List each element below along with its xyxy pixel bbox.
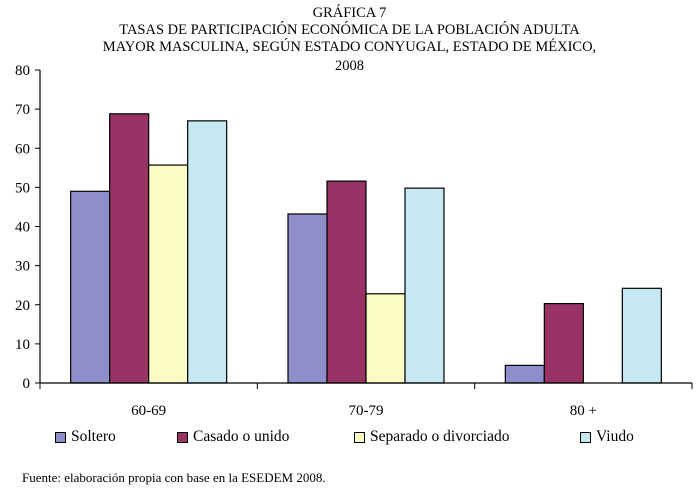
legend-swatch-soltero — [55, 431, 66, 443]
y-tick-label-6: 60 — [15, 141, 30, 157]
chart-legend: Soltero Casado o unido Separado o divorc… — [0, 428, 699, 448]
y-tick-label-4: 40 — [15, 220, 30, 236]
legend-label-separado: Separado o divorciado — [370, 428, 510, 445]
y-tick-label-8: 80 — [15, 63, 30, 79]
bar-2-1 — [543, 302, 584, 384]
chart-title-line-3: MAYOR MASCULINA, SEGÚN ESTADO CONYUGAL, … — [102, 39, 597, 55]
legend-item-viudo: Viudo — [580, 428, 634, 446]
bar-2-3 — [621, 287, 662, 384]
bar-0-3 — [187, 120, 228, 384]
legend-swatch-separado — [354, 431, 365, 443]
y-tick-label-7: 70 — [15, 102, 30, 118]
legend-item-separado: Separado o divorciado — [354, 428, 509, 446]
bar-1-0 — [287, 213, 328, 384]
legend-label-casado: Casado o unido — [193, 428, 290, 445]
chart-title-line-4: 2008 — [335, 58, 364, 74]
y-tick-label-3: 30 — [15, 259, 30, 275]
bar-0-1 — [109, 113, 150, 384]
legend-swatch-viudo — [580, 431, 591, 443]
bar-1-2 — [365, 293, 406, 384]
legend-item-soltero: Soltero — [55, 428, 116, 446]
y-tick-label-1: 10 — [15, 337, 30, 353]
y-tick-label-2: 20 — [15, 298, 30, 314]
bar-0-0 — [70, 190, 111, 384]
chart-title-line-1: GRÁFICA 7 — [312, 5, 387, 21]
y-tick-label-5: 50 — [15, 180, 30, 196]
bar-1-1 — [326, 180, 367, 384]
x-tick-label-0: 60-69 — [131, 403, 166, 419]
legend-label-viudo: Viudo — [596, 428, 634, 445]
x-tick-label-2: 80 + — [570, 403, 597, 419]
legend-item-casado: Casado o unido — [177, 428, 289, 446]
bar-1-3 — [404, 187, 445, 384]
source-note: Fuente: elaboración propia con base en l… — [22, 470, 326, 485]
legend-swatch-casado — [177, 431, 188, 443]
chart-title-line-2: TASAS DE PARTICIPACIÓN ECONÓMICA DE LA P… — [119, 22, 580, 38]
y-tick-label-0: 0 — [23, 376, 31, 392]
bar-chart: 0 10 20 30 40 50 60 70 80 60-69 70-79 80 + — [15, 63, 693, 419]
bar-2-0 — [504, 364, 545, 384]
x-tick-label-1: 70-79 — [349, 403, 384, 419]
bar-0-2 — [148, 164, 189, 384]
legend-label-soltero: Soltero — [71, 428, 116, 445]
